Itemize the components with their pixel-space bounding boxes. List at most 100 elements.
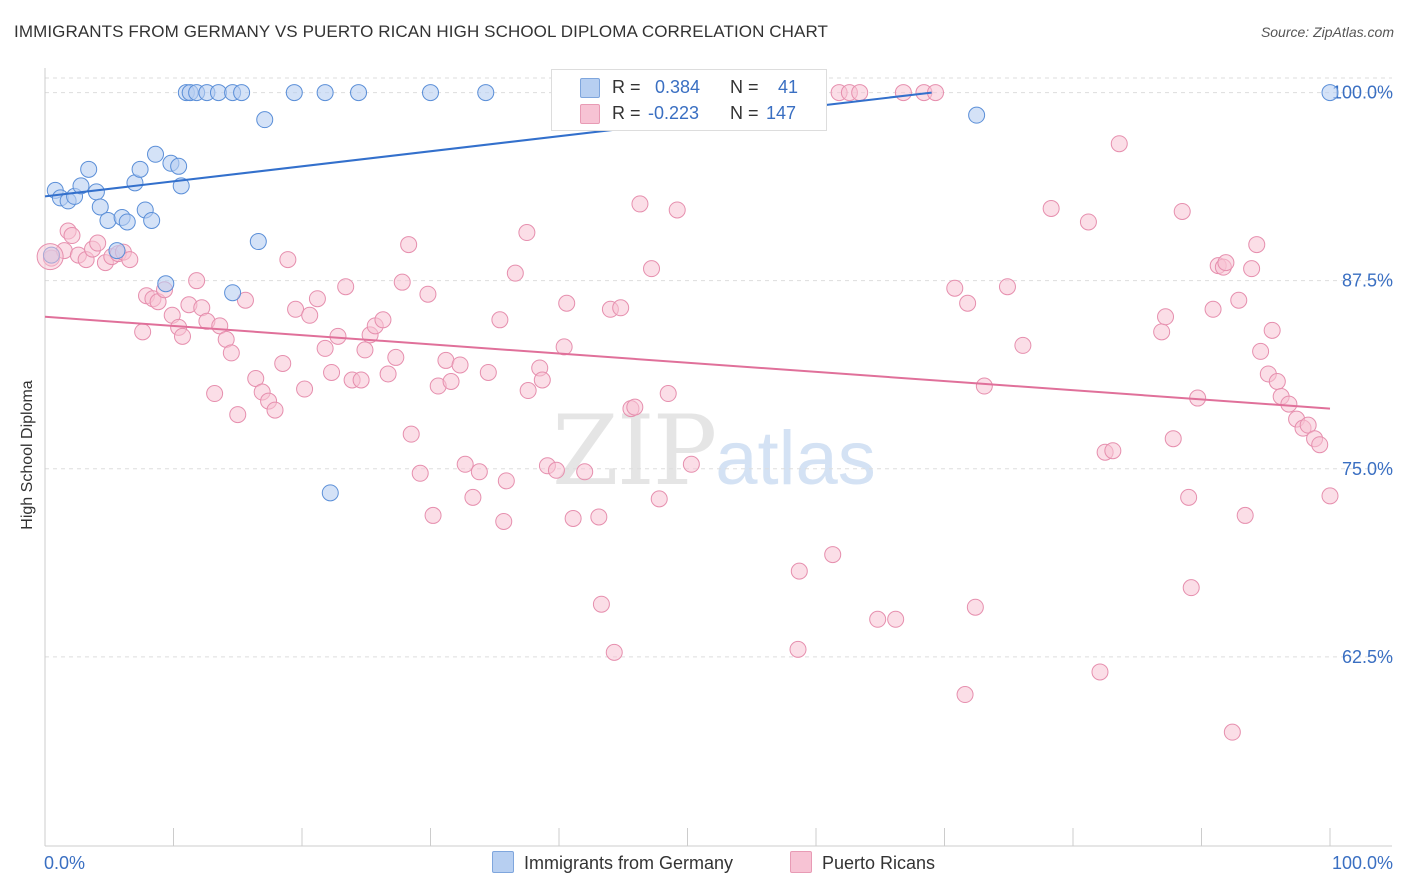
data-point-germany	[91, 198, 109, 216]
data-point-puerto-rican	[1268, 373, 1286, 391]
y-tick-label: 87.5%	[1342, 271, 1393, 291]
data-point-puerto-rican	[605, 643, 623, 661]
data-point-puerto-rican	[229, 406, 247, 424]
data-point-puerto-rican	[173, 327, 191, 345]
watermark-atlas: atlas	[715, 416, 876, 501]
legend-item-germany: Immigrants from Germany	[492, 851, 733, 874]
data-point-puerto-rican	[1091, 663, 1109, 681]
legend-row-germany: R = 0.384 N = 41	[552, 75, 826, 101]
legend-n-value: 147	[766, 103, 797, 123]
data-point-puerto-rican	[1042, 199, 1060, 217]
legend-label-puerto-rican: Puerto Ricans	[822, 853, 936, 873]
data-point-puerto-rican	[576, 463, 594, 481]
data-point-germany	[249, 233, 267, 251]
data-point-germany	[233, 84, 251, 102]
data-point-puerto-rican	[1157, 308, 1175, 326]
legend-n-value: 41	[778, 77, 799, 97]
data-point-germany	[72, 177, 90, 195]
data-point-puerto-rican	[1223, 723, 1241, 741]
data-point-puerto-rican	[626, 398, 644, 416]
data-point-puerto-rican	[470, 463, 488, 481]
data-point-puerto-rican	[308, 290, 326, 308]
data-point-puerto-rican	[222, 344, 240, 362]
legend-r-value: 0.384	[655, 77, 701, 97]
legend-swatch-germany	[492, 851, 514, 873]
data-point-germany	[224, 284, 242, 302]
data-point-germany	[968, 106, 986, 124]
stats-legend: R = 0.384 N = 41 R = -0.223 N = 147	[551, 69, 827, 131]
data-point-puerto-rican	[374, 311, 392, 329]
data-point-puerto-rican	[356, 341, 374, 359]
data-point-puerto-rican	[590, 508, 608, 526]
data-point-puerto-rican	[1252, 342, 1270, 360]
data-point-puerto-rican	[236, 291, 254, 309]
data-point-puerto-rican	[1321, 487, 1339, 505]
data-point-puerto-rican	[650, 490, 668, 508]
data-point-germany	[477, 84, 495, 102]
data-point-puerto-rican	[274, 354, 292, 372]
trendline-puerto-rican	[44, 315, 1331, 410]
x-tick-label: 100.0%	[1332, 853, 1393, 873]
data-point-puerto-rican	[379, 365, 397, 383]
data-point-puerto-rican	[464, 488, 482, 506]
data-point-puerto-rican	[287, 300, 305, 318]
data-point-puerto-rican	[1180, 488, 1198, 506]
data-point-puerto-rican	[1110, 135, 1128, 153]
data-point-puerto-rican	[518, 224, 536, 242]
data-point-cluster	[36, 243, 64, 271]
data-point-puerto-rican	[491, 311, 509, 329]
y-tick-label: 100.0%	[1332, 83, 1393, 103]
data-point-puerto-rican	[1079, 213, 1097, 231]
data-point-puerto-rican	[643, 260, 661, 278]
legend-r-label: R =	[612, 77, 641, 97]
data-point-puerto-rican	[393, 273, 411, 291]
data-point-puerto-rican	[1153, 323, 1171, 341]
y-tick-label: 62.5%	[1342, 647, 1393, 667]
data-point-puerto-rican	[301, 306, 319, 324]
data-point-puerto-rican	[1230, 291, 1248, 309]
data-point-puerto-rican	[533, 371, 551, 389]
data-point-puerto-rican	[946, 279, 964, 297]
data-point-puerto-rican	[1104, 442, 1122, 460]
legend-r-label: R =	[612, 103, 641, 123]
data-point-germany	[209, 84, 227, 102]
data-point-puerto-rican	[1014, 336, 1032, 354]
data-point-germany	[350, 84, 368, 102]
data-point-puerto-rican	[956, 686, 974, 704]
data-point-puerto-rican	[442, 373, 460, 391]
data-point-puerto-rican	[887, 610, 905, 628]
legend-r-value: -0.223	[648, 103, 700, 123]
data-point-puerto-rican	[451, 356, 469, 374]
data-point-puerto-rican	[564, 509, 582, 527]
data-point-germany	[143, 211, 161, 229]
data-point-germany	[1321, 84, 1339, 102]
data-point-germany	[80, 160, 98, 178]
data-point-puerto-rican	[266, 401, 284, 419]
data-point-germany	[157, 275, 175, 293]
data-point-puerto-rican	[519, 382, 537, 400]
data-point-puerto-rican	[1204, 300, 1222, 318]
data-point-puerto-rican	[352, 371, 370, 389]
data-point-germany	[108, 242, 126, 260]
data-point-puerto-rican	[975, 377, 993, 395]
data-point-puerto-rican	[851, 84, 869, 102]
data-point-puerto-rican	[188, 272, 206, 290]
legend-swatch-germany	[580, 78, 600, 98]
data-point-puerto-rican	[547, 461, 565, 479]
data-point-puerto-rican	[1243, 260, 1261, 278]
data-point-puerto-rican	[1280, 395, 1298, 413]
y-axis-label: High School Diploma	[19, 380, 36, 530]
data-point-puerto-rican	[134, 323, 152, 341]
data-point-puerto-rican	[121, 251, 139, 269]
data-point-puerto-rican	[506, 264, 524, 282]
data-point-puerto-rican	[497, 472, 515, 490]
data-point-germany	[131, 160, 149, 178]
data-point-puerto-rican	[424, 506, 442, 524]
data-point-puerto-rican	[668, 201, 686, 219]
data-point-puerto-rican	[682, 455, 700, 473]
data-point-puerto-rican	[479, 363, 497, 381]
data-point-puerto-rican	[959, 294, 977, 312]
data-point-puerto-rican	[400, 236, 418, 254]
data-point-puerto-rican	[659, 385, 677, 403]
